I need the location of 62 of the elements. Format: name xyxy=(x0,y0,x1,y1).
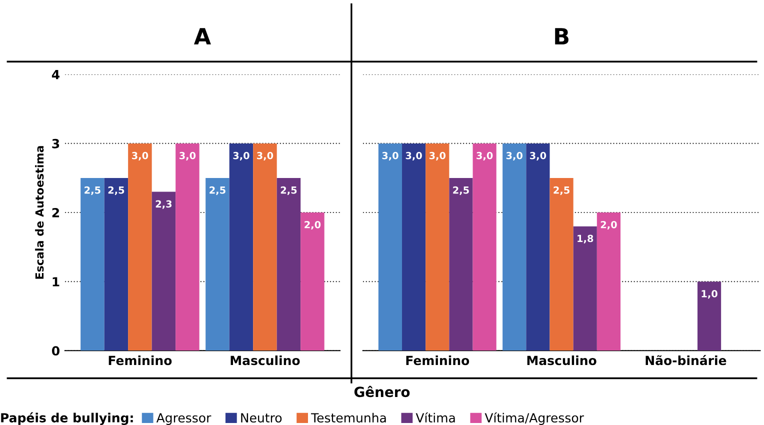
bar xyxy=(550,178,574,351)
bar xyxy=(152,192,176,351)
bar xyxy=(449,178,473,351)
x-tick-label: Masculino xyxy=(230,355,300,366)
data-label: 2,0 xyxy=(304,220,321,230)
y-tick-label: 1 xyxy=(52,277,60,286)
bar xyxy=(697,282,722,351)
bar xyxy=(176,143,200,351)
bar xyxy=(80,178,104,351)
legend-label: Testemunha xyxy=(311,412,386,423)
data-label: 3,0 xyxy=(429,152,446,160)
x-axis-title: Gênero xyxy=(354,386,410,398)
bar xyxy=(206,178,230,351)
bar xyxy=(378,143,402,351)
x-tick-label: Feminino xyxy=(108,355,172,366)
data-label: 3,0 xyxy=(257,152,274,160)
bar xyxy=(526,143,550,351)
y-tick-label: 4 xyxy=(52,70,60,80)
bar xyxy=(253,143,277,351)
bar xyxy=(402,143,426,351)
data-label: 3,0 xyxy=(406,152,422,160)
data-label: 3,0 xyxy=(179,152,196,160)
bar xyxy=(472,143,496,351)
legend-label: Vítima/Agressor xyxy=(484,412,584,425)
chart-title: A xyxy=(194,28,211,44)
data-label: 1,0 xyxy=(702,290,718,299)
data-label: 2,0 xyxy=(600,220,617,230)
y-tick-label: 2 xyxy=(52,208,59,218)
legend-label: Agressor xyxy=(156,413,212,425)
legend-label: Vítima xyxy=(416,412,455,423)
data-label: 3,0 xyxy=(382,152,398,160)
chart-title: B xyxy=(555,28,568,44)
y-tick-label: 0 xyxy=(52,346,60,356)
x-tick-label: Não-binárie xyxy=(646,354,726,366)
data-label: 3,0 xyxy=(233,152,250,160)
bar xyxy=(300,212,324,351)
x-tick-label: Masculino xyxy=(527,355,596,366)
data-label: 3,0 xyxy=(476,152,493,160)
bar xyxy=(573,226,597,351)
y-tick-label: 3 xyxy=(52,138,60,148)
data-label: 2,5 xyxy=(210,186,226,196)
bar xyxy=(104,178,128,351)
data-label: 2,5 xyxy=(554,186,570,196)
bar xyxy=(128,143,152,351)
bar xyxy=(276,178,301,351)
data-label: 2,5 xyxy=(453,186,469,196)
bar xyxy=(426,143,450,351)
bar xyxy=(596,212,621,351)
y-axis-title: Escala de Autoestima xyxy=(35,146,44,279)
legend-label: Neutro xyxy=(241,413,282,423)
data-label: 3,0 xyxy=(132,152,148,160)
data-label: 2,5 xyxy=(280,186,297,196)
data-label: 1,8 xyxy=(578,234,594,244)
data-label: 2,5 xyxy=(84,186,100,196)
data-label: 3,0 xyxy=(530,152,546,160)
legend-title: Papéis de bullying: xyxy=(1,412,133,425)
data-label: 3,0 xyxy=(506,152,523,160)
bar xyxy=(229,143,254,351)
data-label: 2,3 xyxy=(156,200,172,209)
bar xyxy=(502,143,526,351)
data-label: 2,5 xyxy=(108,186,124,196)
x-tick-label: Feminino xyxy=(406,355,470,366)
